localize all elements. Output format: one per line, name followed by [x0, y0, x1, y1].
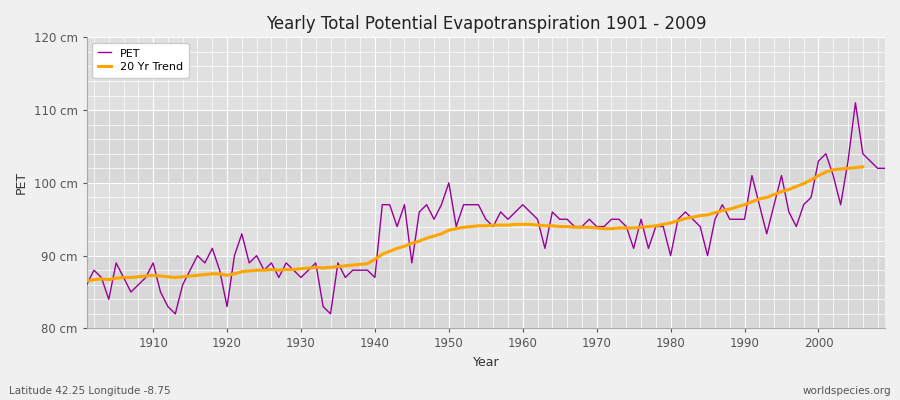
- Text: Latitude 42.25 Longitude -8.75: Latitude 42.25 Longitude -8.75: [9, 386, 171, 396]
- Bar: [86, 256, 885, 328]
- PET: [879, 166, 890, 171]
- Title: Yearly Total Potential Evapotranspiration 1901 - 2009: Yearly Total Potential Evapotranspiratio…: [266, 15, 706, 33]
- 20 Yr Trend: [104, 277, 114, 282]
- 20 Yr Trend: [584, 225, 595, 230]
- PET: [310, 260, 321, 265]
- 20 Yr Trend: [858, 164, 868, 169]
- Bar: [86, 37, 885, 110]
- 20 Yr Trend: [532, 223, 543, 228]
- PET: [355, 268, 365, 273]
- PET: [850, 100, 860, 105]
- X-axis label: Year: Year: [472, 356, 500, 369]
- Line: 20 Yr Trend: 20 Yr Trend: [86, 167, 863, 281]
- Legend: PET, 20 Yr Trend: PET, 20 Yr Trend: [92, 43, 189, 78]
- Bar: [86, 110, 885, 183]
- 20 Yr Trend: [81, 279, 92, 284]
- Bar: [86, 183, 885, 256]
- 20 Yr Trend: [614, 226, 625, 230]
- PET: [614, 217, 625, 222]
- PET: [81, 282, 92, 287]
- PET: [525, 210, 535, 214]
- Line: PET: PET: [86, 103, 885, 314]
- PET: [170, 312, 181, 316]
- 20 Yr Trend: [539, 224, 550, 228]
- 20 Yr Trend: [754, 196, 765, 201]
- Y-axis label: PET: PET: [15, 171, 28, 194]
- PET: [518, 202, 528, 207]
- PET: [140, 275, 151, 280]
- Text: worldspecies.org: worldspecies.org: [803, 386, 891, 396]
